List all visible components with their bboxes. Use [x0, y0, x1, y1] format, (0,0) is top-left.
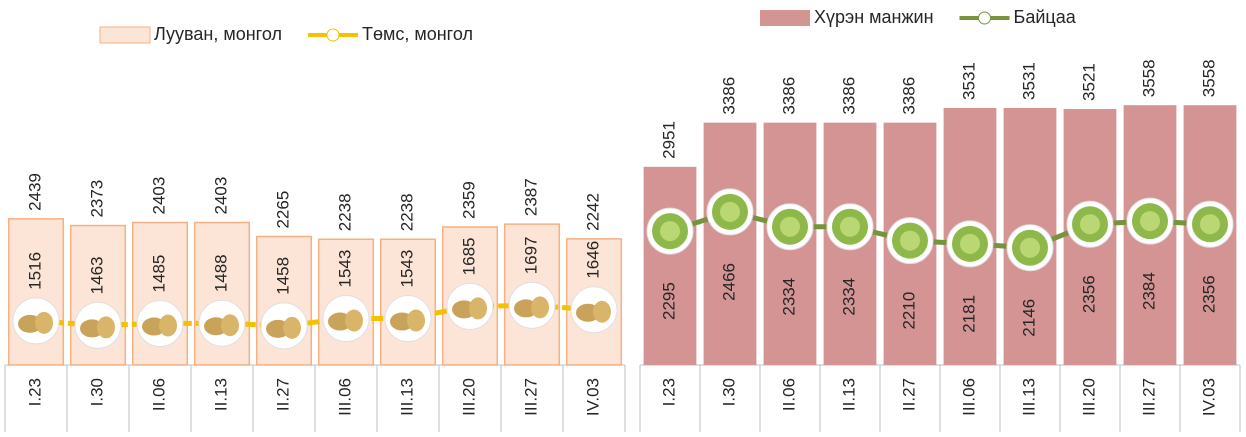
line-value-label: 2146 [1019, 299, 1038, 337]
bar-value-label: 2403 [149, 177, 168, 215]
bar-value-label: 2359 [459, 181, 478, 219]
marker-icon [221, 314, 239, 336]
x-tick-label: I.23 [25, 378, 44, 406]
x-tick-label: I.30 [719, 378, 738, 406]
legend-swatch [100, 27, 150, 43]
x-tick-label: IV.03 [1199, 378, 1218, 416]
x-tick-label: III.20 [1079, 378, 1098, 416]
marker-icon [159, 315, 177, 337]
legend-marker [327, 29, 339, 41]
line-value-label: 2356 [1199, 275, 1218, 313]
line-value-label: 1516 [25, 252, 44, 290]
line-value-label: 1488 [211, 254, 230, 292]
x-tick-label: III.13 [397, 378, 416, 416]
bar [644, 167, 697, 365]
bar-value-label: 2373 [87, 180, 106, 218]
bar-value-label: 3531 [959, 62, 978, 100]
x-tick-label: II.27 [899, 378, 918, 411]
marker-icon [1080, 214, 1100, 234]
x-tick-label: I.23 [659, 378, 678, 406]
marker-icon [840, 217, 860, 237]
legend-label: Лууван, монгол [154, 24, 282, 44]
bar-value-label: 3521 [1079, 63, 1098, 101]
bar-value-label: 2265 [273, 191, 292, 229]
bar [704, 123, 757, 365]
legend-label: Хүрэн манжин [814, 7, 934, 27]
bar-value-label: 3386 [839, 77, 858, 115]
line-value-label: 1685 [459, 238, 478, 276]
line-value-label: 1463 [87, 256, 106, 294]
marker-icon [531, 296, 549, 318]
x-tick-label: III.27 [1139, 378, 1158, 416]
marker-icon [345, 310, 363, 332]
marker-icon [35, 312, 53, 334]
marker-icon [720, 202, 740, 222]
line-value-label: 1697 [521, 236, 540, 274]
marker-icon [1140, 211, 1160, 231]
marker-icon [780, 217, 800, 237]
bar-value-label: 2439 [25, 173, 44, 211]
marker-icon [660, 221, 680, 241]
marker-icon [900, 231, 920, 251]
chart: Лууван, монгол Төмс, монгол I.23 I.30 II.06 I… [0, 0, 1246, 437]
bar-value-label: 2238 [335, 193, 354, 231]
bar-value-label: 2951 [659, 121, 678, 159]
x-tick-label: III.20 [459, 378, 478, 416]
x-tick-label: III.13 [1019, 378, 1038, 416]
marker-icon [593, 301, 611, 323]
legend-label: Байцаа [1014, 7, 1077, 27]
line-value-label: 1543 [397, 250, 416, 288]
line-value-label: 2181 [959, 295, 978, 333]
x-tick-label: III.06 [335, 378, 354, 416]
bar-value-label: 2387 [521, 178, 540, 216]
bar-value-label: 3558 [1139, 59, 1158, 97]
bar-value-label: 3386 [719, 77, 738, 115]
x-tick-label: II.27 [273, 378, 292, 411]
legend-label: Төмс, монгол [362, 24, 473, 44]
x-tick-label: III.06 [959, 378, 978, 416]
x-tick-label: I.30 [87, 378, 106, 406]
line-value-label: 2466 [719, 263, 738, 301]
line-value-label: 2295 [659, 282, 678, 320]
bar-value-label: 2403 [211, 177, 230, 215]
legend: Хүрэн манжин Байцаа [760, 7, 1077, 27]
legend-swatch [760, 10, 810, 26]
x-tick-label: II.13 [211, 378, 230, 411]
marker-icon [407, 310, 425, 332]
x-tick-label: III.27 [521, 378, 540, 416]
bar-value-label: 3386 [779, 77, 798, 115]
marker-icon [1020, 238, 1040, 258]
x-tick-label: II.06 [779, 378, 798, 411]
marker-icon [960, 234, 980, 254]
x-tick-label: IV.03 [583, 378, 602, 416]
marker-icon [97, 316, 115, 338]
line-value-label: 2210 [899, 292, 918, 330]
marker-icon [283, 317, 301, 339]
line-value-label: 2334 [839, 278, 858, 316]
x-tick-label: II.13 [839, 378, 858, 411]
line-value-label: 2384 [1139, 272, 1158, 310]
bar-value-label: 3386 [899, 77, 918, 115]
line-value-label: 1646 [583, 241, 602, 279]
bar-value-label: 3531 [1019, 62, 1038, 100]
bar-value-label: 2238 [397, 193, 416, 231]
line-value-label: 2356 [1079, 275, 1098, 313]
x-tick-label: II.06 [149, 378, 168, 411]
line-value-label: 1458 [273, 257, 292, 295]
legend-marker [979, 12, 991, 24]
line-value-label: 1543 [335, 250, 354, 288]
marker-icon [1200, 214, 1220, 234]
marker-icon [469, 297, 487, 319]
bar-value-label: 3558 [1199, 59, 1218, 97]
line-value-label: 1485 [149, 255, 168, 293]
line-value-label: 2334 [779, 278, 798, 316]
legend: Лууван, монгол Төмс, монгол [100, 24, 473, 44]
bar-value-label: 2242 [583, 193, 602, 231]
